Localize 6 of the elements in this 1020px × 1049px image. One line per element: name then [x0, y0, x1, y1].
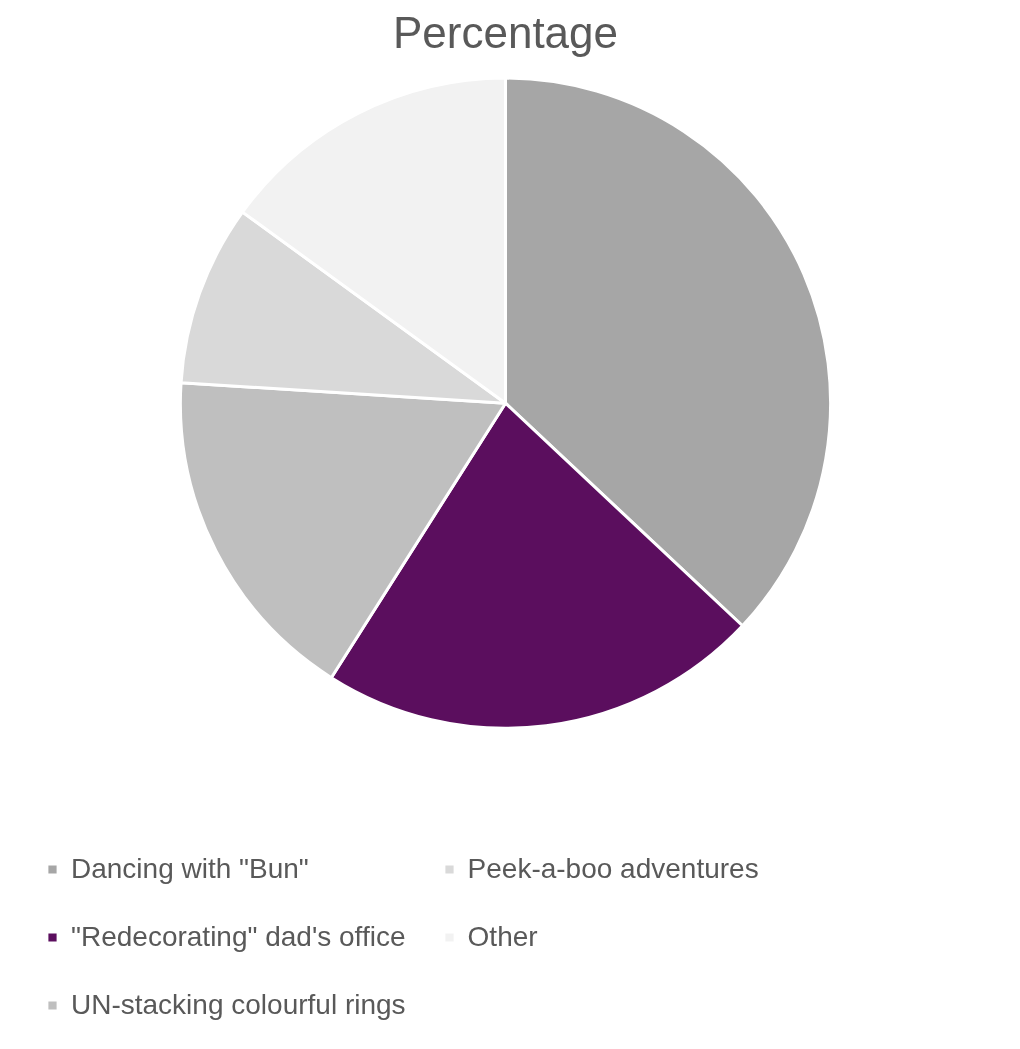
legend-label: UN-stacking colourful rings [71, 989, 406, 1021]
legend-label: Dancing with "Bun" [71, 853, 309, 885]
legend-label: Peek-a-boo adventures [467, 853, 759, 885]
legend-label: Other [467, 921, 538, 953]
legend-label: "Redecorating" dad's office [71, 921, 406, 953]
chart-title: Percentage [392, 7, 619, 57]
